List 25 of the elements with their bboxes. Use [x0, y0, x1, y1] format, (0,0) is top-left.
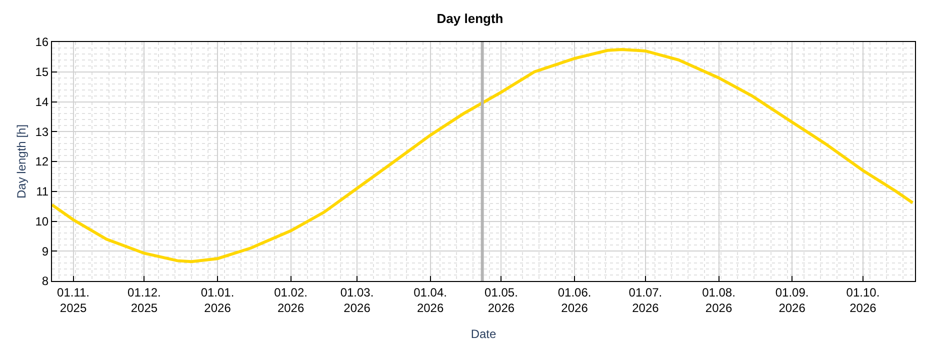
x-tick-label: 01.04. 2026	[414, 285, 447, 315]
x-tick-label: 01.07. 2026	[628, 285, 662, 315]
x-tick-label: 01.02. 2026	[274, 285, 308, 315]
y-tick-label: 9	[42, 244, 49, 258]
y-tick-label: 13	[35, 124, 49, 139]
chart-title: Day length	[436, 11, 504, 26]
y-tick-label: 16	[35, 35, 49, 50]
x-tick-label: 01.10. 2026	[846, 285, 880, 315]
x-tick-label: 01.03. 2026	[340, 285, 374, 315]
y-tick-label: 12	[35, 154, 49, 169]
y-tick-label: 8	[42, 274, 49, 288]
line-series	[52, 48, 914, 264]
x-tick-label: 01.06. 2026	[558, 285, 592, 315]
y-tick-label: 11	[36, 184, 49, 199]
x-tick-label: 01.09. 2026	[775, 285, 809, 315]
y-axis-title: Day length [h]	[14, 124, 29, 199]
x-tick-label: 01.12. 2025	[128, 285, 161, 315]
x-axis-title: Date	[470, 326, 496, 341]
x-tick-label: 01.05. 2026	[484, 285, 518, 315]
y-tick-label: 10	[35, 214, 49, 228]
y-tick-label: 15	[35, 65, 49, 80]
y-tick-label: 14	[35, 94, 49, 109]
x-tick-label: 01.01. 2026	[200, 285, 234, 315]
x-tick-label: 01.11. 2025	[57, 285, 90, 315]
x-tick-label: 01.08. 2026	[702, 285, 736, 315]
